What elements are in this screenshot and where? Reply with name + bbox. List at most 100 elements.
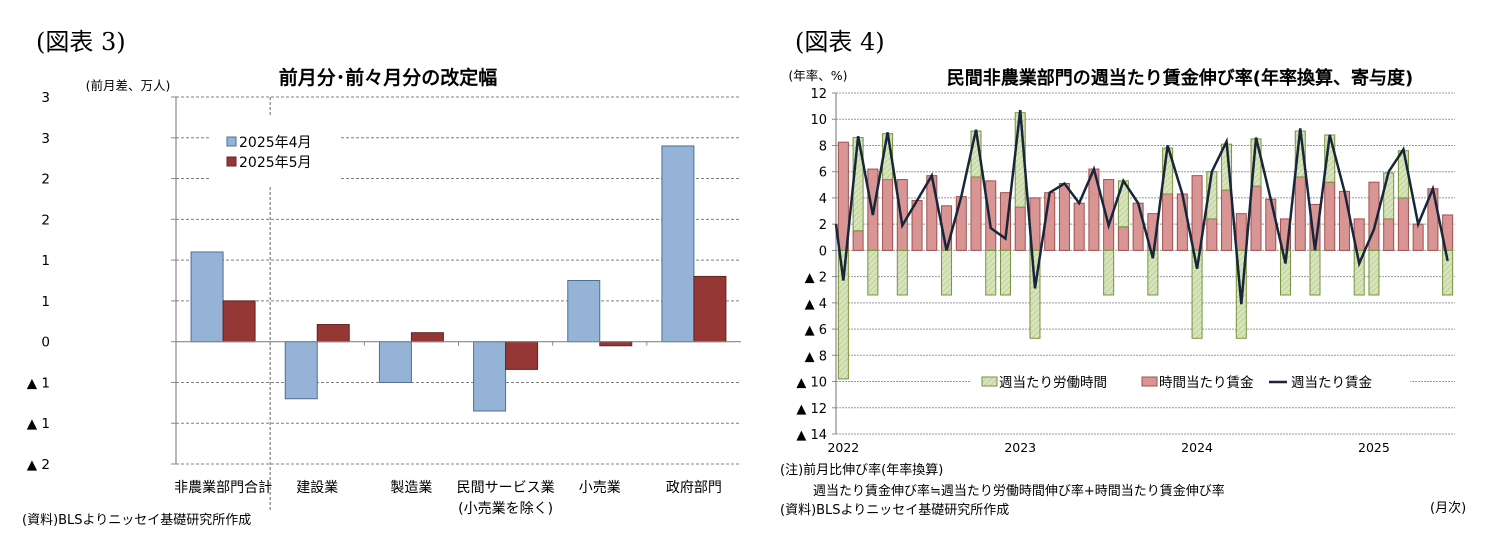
bar xyxy=(1117,226,1129,251)
y-tick-label: 3 xyxy=(41,90,50,106)
bar xyxy=(1162,193,1174,251)
bar xyxy=(1412,223,1424,251)
y-tick-label: 0 xyxy=(41,335,50,351)
x-year-label: 2025 xyxy=(1358,440,1390,455)
chart-revisions-source: (資料)BLSよりニッセイ基礎研究所作成 xyxy=(22,513,252,528)
bar xyxy=(1176,193,1188,251)
bar xyxy=(316,324,350,343)
x-category-label: 建設業 xyxy=(296,480,338,496)
bar xyxy=(1383,218,1395,251)
bar xyxy=(1397,150,1409,199)
bar xyxy=(1250,185,1262,251)
bar xyxy=(985,249,997,296)
bar xyxy=(1058,182,1070,251)
bar xyxy=(190,251,224,343)
x-year-label: 2024 xyxy=(1181,440,1213,455)
legend-label: 2025年5月 xyxy=(239,155,312,171)
y-axis-unit: (年率、%) xyxy=(788,68,847,83)
legend-swatch-wage xyxy=(1141,376,1158,387)
legend-swatch xyxy=(226,156,237,167)
y-tick-label: 3 xyxy=(41,131,50,147)
chart-weekly-wage: 民間非農業部門の週当たり賃金伸び率(年率換算、寄与度) (年率、%) 12 10 8 6 4… xyxy=(770,0,1492,552)
bar xyxy=(955,196,967,251)
legend-swatch xyxy=(226,136,237,147)
bar xyxy=(1221,189,1233,251)
y-tick-label: 4 xyxy=(819,192,827,207)
bar xyxy=(1309,249,1321,296)
x-year-label: 2023 xyxy=(1004,440,1036,455)
legend-label: 週当たり労働時間 xyxy=(999,375,1107,391)
bar xyxy=(999,249,1011,296)
bar xyxy=(1368,249,1380,296)
y-tick-label: 8 xyxy=(819,139,827,154)
bar xyxy=(410,332,444,343)
bar xyxy=(1442,249,1454,296)
bar xyxy=(926,175,938,251)
bar xyxy=(1294,176,1306,251)
bar xyxy=(941,249,953,296)
bar xyxy=(970,176,982,251)
x-category-label: 政府部門 xyxy=(666,480,722,496)
chart-revisions: 前月分･前々月分の改定幅 (前月差、万人) 3 3 2 2 1 1 0 ▲ 1 ▲ 1 ▲ 2 非農業部… xyxy=(27,66,741,517)
x-category-label: (小売業を除く) xyxy=(458,501,553,517)
bar xyxy=(896,179,908,251)
bar xyxy=(1280,249,1292,296)
legend: 週当たり労働時間 時間当たり賃金 週当たり賃金 xyxy=(970,370,1410,394)
y-tick-label: ▲ 8 xyxy=(805,349,827,364)
chart-weekly-wage-xlabel: (月次) xyxy=(1430,501,1467,516)
bar xyxy=(985,180,997,251)
bar xyxy=(896,249,908,296)
bar xyxy=(1324,181,1336,251)
bar xyxy=(867,249,879,296)
bar xyxy=(284,341,318,400)
legend-swatch-hours xyxy=(981,376,998,387)
bar xyxy=(1206,218,1218,251)
legend-label: 2025年4月 xyxy=(239,135,312,151)
chart-title: 民間非農業部門の週当たり賃金伸び率(年率換算、寄与度) xyxy=(947,67,1413,89)
y-tick-label: ▲ 10 xyxy=(796,376,827,391)
chart-weekly-wage-svg: 民間非農業部門の週当たり賃金伸び率(年率換算、寄与度) (年率、%) 12 10 8 6 4… xyxy=(788,67,1455,455)
bar xyxy=(1191,249,1203,339)
y-tick-label: ▲ 1 xyxy=(27,416,50,432)
y-tick-label: 6 xyxy=(819,166,827,181)
bar xyxy=(1103,249,1115,296)
bar xyxy=(567,280,601,343)
y-tick-label: 2 xyxy=(819,218,827,233)
chart-weekly-wage-note-2: 週当たり賃金伸び率≒週当たり労働時間伸び率+時間当たり賃金伸び率 xyxy=(813,484,1225,499)
y-tick-label: ▲ 1 xyxy=(27,375,50,391)
bar xyxy=(837,249,849,380)
x-category-label: 民間サービス業 xyxy=(457,480,555,496)
bar xyxy=(222,300,256,343)
y-tick-label: 2 xyxy=(41,172,50,188)
bar xyxy=(693,275,727,343)
chart-title: 前月分･前々月分の改定幅 xyxy=(279,66,498,89)
legend-label: 週当たり賃金 xyxy=(1291,375,1372,391)
legend: 2025年4月 2025年5月 xyxy=(210,115,340,187)
figure-4-label: (図表 4) xyxy=(795,28,885,56)
figure-3-label: (図表 3) xyxy=(36,28,126,56)
bar xyxy=(1014,206,1026,251)
bar xyxy=(1073,202,1085,251)
bar xyxy=(473,341,507,412)
y-tick-label: 2 xyxy=(41,212,50,228)
bar xyxy=(1397,197,1409,251)
bar xyxy=(882,179,894,251)
x-category-label: 製造業 xyxy=(390,480,432,496)
y-tick-label: 12 xyxy=(810,87,827,102)
y-tick-label: 1 xyxy=(41,294,50,310)
bar xyxy=(1235,213,1247,251)
bar xyxy=(599,341,633,347)
legend-label: 時間当たり賃金 xyxy=(1159,375,1254,391)
chart-weekly-wage-note-1: (注)前月比伸び率(年率換算) xyxy=(780,463,944,478)
bar xyxy=(1353,249,1365,296)
bar xyxy=(1383,172,1395,220)
chart-revisions-svg: 前月分･前々月分の改定幅 (前月差、万人) 3 3 2 2 1 1 0 ▲ 1 ▲ 1 ▲ 2 非農業部… xyxy=(27,66,741,517)
y-tick-label: 10 xyxy=(810,113,827,128)
y-tick-label: 1 xyxy=(41,253,50,269)
bar xyxy=(661,145,695,343)
y-axis-unit: (前月差、万人) xyxy=(86,78,171,93)
y-tick-label: ▲ 4 xyxy=(805,297,827,312)
bar xyxy=(1029,249,1041,339)
bar xyxy=(505,341,539,370)
y-tick-label: ▲ 2 xyxy=(805,271,827,286)
